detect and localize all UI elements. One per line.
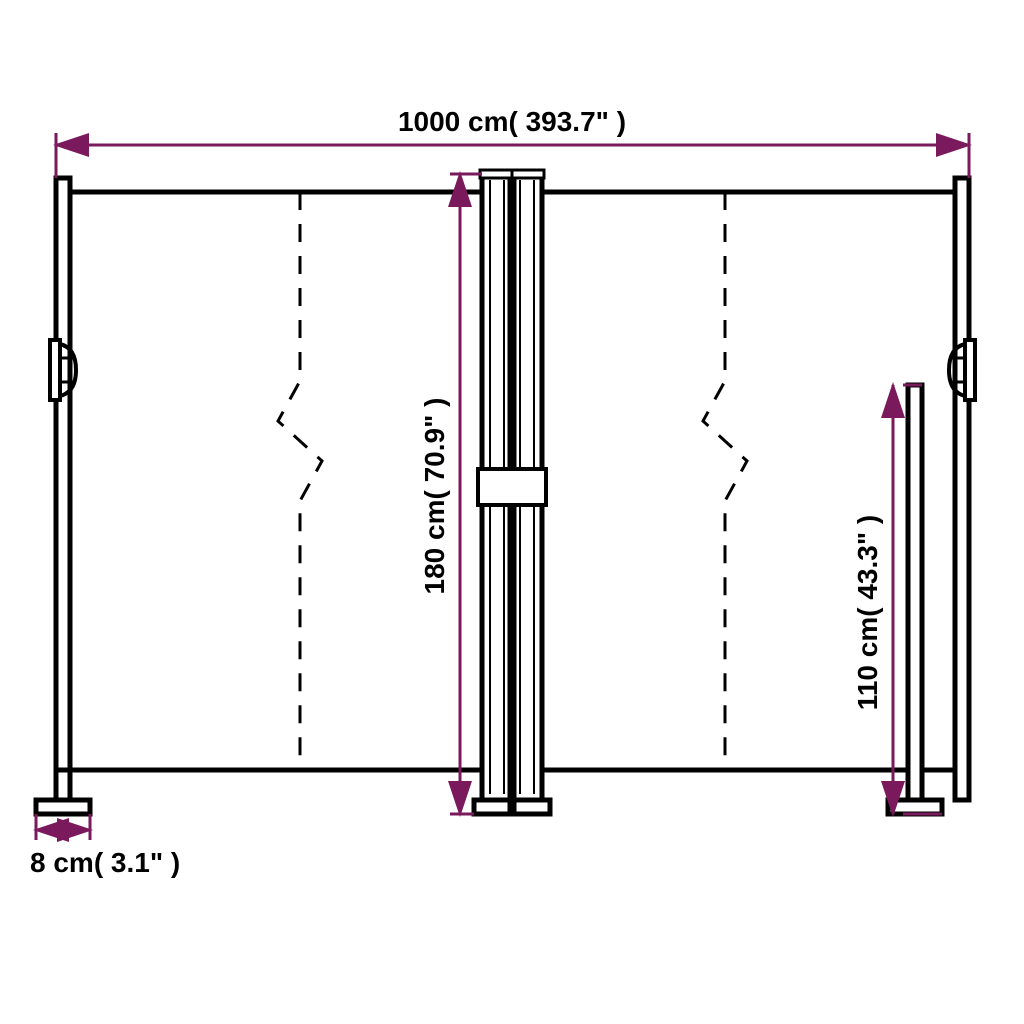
dim-post-label: 110 cm( 43.3" ) — [852, 515, 883, 710]
dim-base-label: 8 cm( 3.1" ) — [30, 847, 180, 878]
dim-height-label: 180 cm( 70.9" ) — [419, 398, 450, 595]
dim-width-label: 1000 cm( 393.7" ) — [398, 106, 626, 137]
